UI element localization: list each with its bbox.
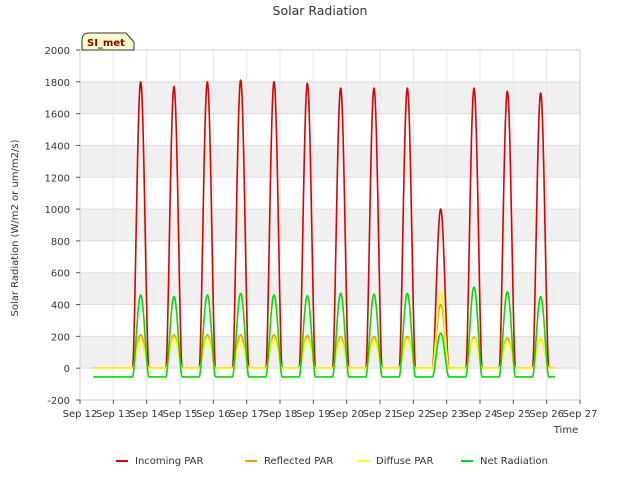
y-tick-label: 2000	[45, 46, 70, 57]
x-tick-label: Sep 18	[263, 409, 298, 420]
y-tick-label: 1400	[45, 141, 70, 152]
site-label-badge	[81, 32, 135, 51]
series-layer	[92, 79, 556, 378]
legend: Incoming PAR Reflected PAR Diffuse PAR Net …	[116, 456, 548, 467]
y-tick-label: 1800	[45, 78, 70, 89]
x-tick-label: Sep 26	[529, 409, 564, 420]
y-tick-label: 800	[51, 237, 70, 248]
background-band	[80, 336, 580, 369]
x-tick-label: Sep 14	[129, 409, 164, 420]
legend-label: Diffuse PAR	[376, 456, 433, 467]
x-tick-label: Sep 22	[396, 409, 431, 420]
y-axis-title: Solar Radiation (W/m2 or um/m2/s)	[10, 139, 21, 316]
y-tick-label: 200	[51, 332, 70, 343]
background-bands	[80, 81, 580, 369]
background-band	[80, 81, 580, 114]
chart-title: Solar Radiation	[273, 3, 368, 18]
x-tick-label: Sep 12	[63, 409, 98, 420]
background-band	[80, 209, 580, 241]
y-tick-label: 400	[51, 301, 70, 312]
background-band	[80, 272, 580, 305]
y-tick-label: 0	[64, 364, 70, 375]
x-tick-label: Sep 17	[229, 409, 264, 420]
legend-label: Reflected PAR	[264, 456, 333, 467]
x-tick-label: Sep 23	[429, 409, 464, 420]
site-label-text: SI_met	[87, 38, 125, 49]
y-tick-label: 1000	[45, 205, 70, 216]
series-line-net-radiation	[92, 286, 556, 378]
plot-frame	[79, 49, 581, 401]
x-tick-label: Sep 25	[496, 409, 531, 420]
x-tick-label: Sep 19	[296, 409, 331, 420]
y-tick-label: 600	[51, 269, 70, 280]
x-tick-label: Sep 16	[196, 409, 231, 420]
y-tick-label: 1200	[45, 173, 70, 184]
x-axis-title: Time	[553, 425, 578, 436]
x-tick-label: Sep 21	[363, 409, 398, 420]
site-label-box: SI_met	[81, 32, 135, 51]
y-tick-label: -200	[47, 396, 70, 407]
legend-label: Incoming PAR	[135, 456, 204, 467]
x-tick-label: Sep 27	[563, 409, 598, 420]
x-tick-label: Sep 13	[96, 409, 131, 420]
x-tick-label: Sep 24	[463, 409, 498, 420]
y-tick-label: 1600	[45, 110, 70, 121]
series-line-diffuse-par	[92, 291, 556, 369]
y-axis-ticks: -200 0 200 400 600 800 1000 1200 1400 1600 1800 200…	[45, 46, 80, 407]
legend-label: Net Radiation	[480, 456, 548, 467]
x-tick-label: Sep 20	[329, 409, 364, 420]
x-tick-label: Sep 15	[163, 409, 198, 420]
background-band	[80, 145, 580, 178]
